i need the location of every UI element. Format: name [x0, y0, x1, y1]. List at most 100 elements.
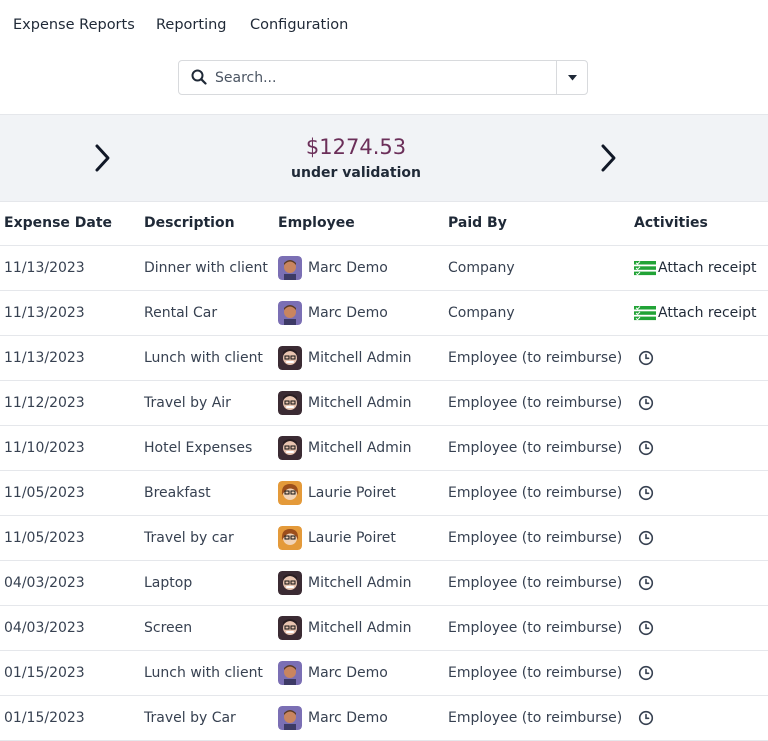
clock-icon[interactable] — [638, 530, 654, 546]
avatar — [278, 435, 302, 460]
activity-cell[interactable] — [634, 350, 768, 366]
table-header-row: Expense Date Description Employee Paid B… — [0, 202, 768, 246]
avatar — [278, 525, 302, 550]
activities-column-cell: Attach receipt — [630, 245, 768, 291]
expense-date-cell: 11/05/2023 — [0, 515, 140, 561]
description-cell: Screen — [140, 605, 277, 651]
paid-by-cell: Employee (to reimburse) — [444, 560, 630, 606]
activities-column-cell — [630, 380, 768, 426]
table-row[interactable]: 01/15/2023 Travel by Car Marc Demo Employee… — [0, 695, 768, 741]
table-row[interactable]: 01/15/2023 Lunch with client Marc Demo Empl… — [0, 650, 768, 696]
description-cell: Rental Car — [140, 290, 277, 336]
activity-cell[interactable] — [634, 575, 768, 591]
activity-cell[interactable] — [634, 530, 768, 546]
clock-icon[interactable] — [638, 710, 654, 726]
employee-cell: Mitchell Admin — [277, 560, 444, 606]
chevron-right-icon[interactable] — [596, 141, 620, 175]
activities-column-cell — [630, 470, 768, 516]
table-row[interactable]: 11/05/2023 Travel by car Laurie Poiret Empl… — [0, 515, 768, 561]
search-bar — [178, 60, 588, 95]
activities-column-cell — [630, 605, 768, 651]
activities-column-cell — [630, 560, 768, 606]
employee-name: Laurie Poiret — [308, 529, 396, 546]
search-icon — [191, 69, 207, 85]
column-header-activities[interactable]: Activities — [630, 202, 768, 246]
clock-icon[interactable] — [638, 575, 654, 591]
todo-list-icon — [634, 260, 656, 275]
menu-reporting[interactable]: Reporting — [156, 17, 227, 33]
column-header-description[interactable]: Description — [140, 202, 277, 246]
employee-cell: Laurie Poiret — [277, 470, 444, 516]
employee-name: Mitchell Admin — [308, 619, 412, 636]
activities-column-cell — [630, 335, 768, 381]
paid-by-cell: Employee (to reimburse) — [444, 605, 630, 651]
table-row[interactable]: 11/12/2023 Travel by Air Mitchell Admin Emp… — [0, 380, 768, 426]
activity-cell[interactable] — [634, 665, 768, 681]
description-cell: Breakfast — [140, 470, 277, 516]
expense-date-cell: 01/15/2023 — [0, 695, 140, 741]
avatar — [278, 705, 302, 730]
activity-cell[interactable] — [634, 620, 768, 636]
search-input[interactable] — [215, 67, 545, 89]
search-options-toggle[interactable] — [557, 61, 587, 94]
clock-icon[interactable] — [638, 620, 654, 636]
description-cell: Dinner with client — [140, 245, 277, 291]
clock-icon[interactable] — [638, 485, 654, 501]
clock-icon[interactable] — [638, 440, 654, 456]
activities-column-cell — [630, 515, 768, 561]
employee-name: Mitchell Admin — [308, 574, 412, 591]
paid-by-cell: Employee (to reimburse) — [444, 380, 630, 426]
table-row[interactable]: 11/13/2023 Lunch with client Mitchell Admi… — [0, 335, 768, 381]
activity-label[interactable]: Attach receipt — [658, 259, 757, 276]
paid-by-cell: Employee (to reimburse) — [444, 515, 630, 561]
activity-cell[interactable] — [634, 710, 768, 726]
employee-cell: Mitchell Admin — [277, 380, 444, 426]
avatar — [278, 480, 302, 505]
table-row[interactable]: 11/10/2023 Hotel Expenses Mitchell Admin Em… — [0, 425, 768, 471]
employee-cell: Marc Demo — [277, 695, 444, 741]
description-cell: Travel by Car — [140, 695, 277, 741]
activity-cell[interactable] — [634, 485, 768, 501]
expense-date-cell: 11/10/2023 — [0, 425, 140, 471]
column-header-expense-date[interactable]: Expense Date — [0, 202, 140, 246]
menu-expense-reports[interactable]: Expense Reports — [13, 17, 135, 33]
employee-name: Laurie Poiret — [308, 484, 396, 501]
table-row[interactable]: 11/13/2023 Rental Car Marc Demo Company Atta… — [0, 290, 768, 336]
activity-label[interactable]: Attach receipt — [658, 304, 757, 321]
paid-by-cell: Company — [444, 245, 630, 291]
description-cell: Lunch with client — [140, 650, 277, 696]
table-row[interactable]: 04/03/2023 Laptop Mitchell Admin Employee (… — [0, 560, 768, 606]
avatar — [278, 570, 302, 595]
avatar — [278, 300, 302, 325]
avatar — [278, 255, 302, 280]
employee-cell: Marc Demo — [277, 650, 444, 696]
clock-icon[interactable] — [638, 350, 654, 366]
activity-cell[interactable] — [634, 395, 768, 411]
paid-by-cell: Company — [444, 290, 630, 336]
activity-cell[interactable] — [634, 440, 768, 456]
activity-cell[interactable]: Attach receipt — [634, 260, 768, 276]
chevron-right-icon[interactable] — [90, 141, 114, 175]
caret-down-icon — [568, 75, 577, 81]
activities-column-cell: Attach receipt — [630, 290, 768, 336]
activity-cell[interactable]: Attach receipt — [634, 305, 768, 321]
clock-icon[interactable] — [638, 665, 654, 681]
search-divider — [556, 61, 557, 94]
expense-date-cell: 11/13/2023 — [0, 335, 140, 381]
expense-date-cell: 04/03/2023 — [0, 605, 140, 651]
column-header-paid-by[interactable]: Paid By — [444, 202, 630, 246]
menu-configuration[interactable]: Configuration — [250, 17, 349, 33]
paid-by-cell: Employee (to reimburse) — [444, 695, 630, 741]
table-row[interactable]: 11/05/2023 Breakfast Laurie Poiret Employee… — [0, 470, 768, 516]
summary-band: $1274.53 under validation — [0, 114, 768, 202]
expense-date-cell: 04/03/2023 — [0, 560, 140, 606]
column-header-employee[interactable]: Employee — [277, 202, 444, 246]
employee-cell: Mitchell Admin — [277, 425, 444, 471]
employee-name: Marc Demo — [308, 259, 388, 276]
clock-icon[interactable] — [638, 395, 654, 411]
employee-name: Mitchell Admin — [308, 349, 412, 366]
paid-by-cell: Employee (to reimburse) — [444, 335, 630, 381]
expense-date-cell: 11/13/2023 — [0, 290, 140, 336]
table-row[interactable]: 11/13/2023 Dinner with client Marc Demo Com… — [0, 245, 768, 291]
table-row[interactable]: 04/03/2023 Screen Mitchell Admin Employee (… — [0, 605, 768, 651]
